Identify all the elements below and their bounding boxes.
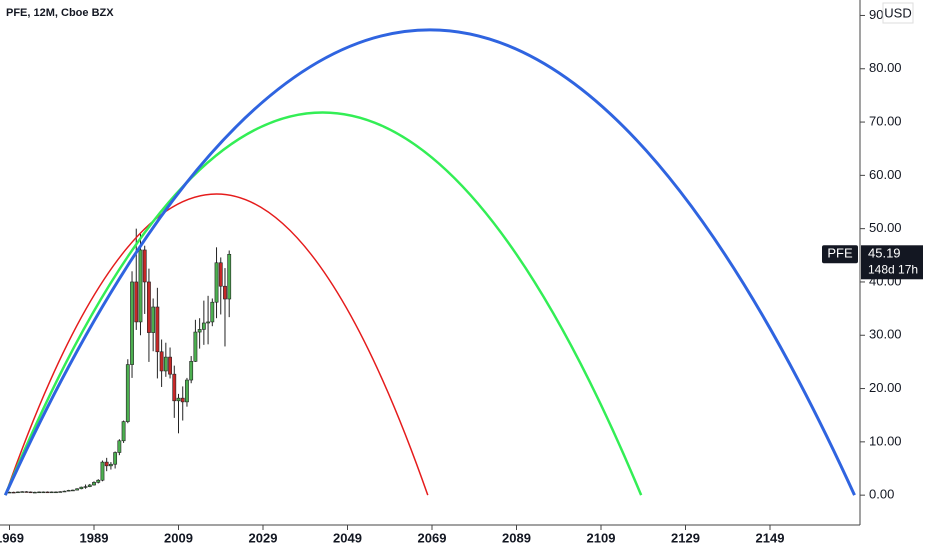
y-tick-label: 70.00 bbox=[869, 113, 902, 128]
candle-body bbox=[159, 351, 164, 372]
candle-body bbox=[7, 491, 12, 494]
candle-body bbox=[197, 329, 202, 333]
candle-body bbox=[54, 491, 58, 494]
candle-body bbox=[138, 249, 143, 323]
chart-title: PFE, 12M, Cboe BZX bbox=[6, 7, 114, 19]
candle-body bbox=[176, 397, 181, 402]
y-tick-label: 60.00 bbox=[869, 167, 902, 182]
arc-curve bbox=[4, 111, 643, 496]
candle-body bbox=[49, 491, 54, 494]
y-tick-label: 50.00 bbox=[869, 220, 902, 235]
x-tick-label: 2089 bbox=[502, 530, 531, 545]
candle-body bbox=[58, 491, 63, 493]
countdown: 148d 17h bbox=[868, 262, 918, 276]
candle-body bbox=[163, 356, 168, 372]
candle-body bbox=[79, 486, 84, 490]
candle-body bbox=[147, 281, 151, 333]
y-tick-label: 0.00 bbox=[869, 487, 894, 502]
candle-body bbox=[218, 262, 223, 287]
candle-body bbox=[189, 361, 194, 381]
y-tick-label: 20.00 bbox=[869, 380, 902, 395]
x-tick-label: 1969 bbox=[0, 530, 24, 545]
candle-body bbox=[92, 482, 96, 486]
candle-body bbox=[130, 281, 134, 365]
candle-body bbox=[113, 452, 118, 465]
candle-body bbox=[32, 491, 37, 494]
candle-body bbox=[11, 491, 16, 494]
currency-box bbox=[882, 2, 914, 24]
candle-body bbox=[16, 491, 20, 494]
candle-body bbox=[227, 253, 232, 300]
candle-body bbox=[172, 373, 177, 402]
currency-label: USD bbox=[884, 5, 911, 20]
x-tick-label: 2029 bbox=[249, 530, 278, 545]
y-tick-label: 10.00 bbox=[869, 433, 902, 448]
price-box bbox=[861, 245, 923, 280]
candle-body bbox=[109, 463, 113, 467]
candle-body bbox=[104, 461, 109, 467]
plot-area bbox=[3, 28, 856, 496]
symbol-label: PFE bbox=[827, 246, 853, 261]
x-tick-label: 2069 bbox=[418, 530, 447, 545]
candle-body bbox=[24, 491, 29, 493]
x-tick-label: 2009 bbox=[164, 530, 193, 545]
candle-body bbox=[125, 364, 130, 422]
candle-body bbox=[28, 491, 33, 494]
candle-body bbox=[185, 379, 189, 403]
candle-body bbox=[201, 322, 206, 330]
y-tick-label: 30.00 bbox=[869, 327, 902, 342]
candle-body bbox=[70, 489, 75, 492]
candle-body bbox=[155, 306, 160, 353]
x-tick-label: 2129 bbox=[671, 530, 700, 545]
candle-body bbox=[168, 356, 172, 375]
candle-body bbox=[75, 488, 80, 491]
x-tick-label: 2149 bbox=[756, 530, 785, 545]
candle-body bbox=[193, 331, 198, 362]
candle-body bbox=[83, 486, 88, 488]
y-tick-label: 80.00 bbox=[869, 60, 902, 75]
arc-curve bbox=[3, 28, 856, 496]
candle-body bbox=[37, 491, 41, 494]
last-price: 45.19 bbox=[868, 246, 901, 261]
candle-body bbox=[134, 281, 139, 323]
candle-body bbox=[214, 262, 219, 303]
arc-curve bbox=[4, 193, 429, 496]
candle-body bbox=[180, 397, 185, 403]
candle-body bbox=[121, 421, 126, 442]
symbol-box bbox=[822, 245, 858, 264]
candle-body bbox=[45, 491, 50, 494]
candle-body bbox=[223, 285, 227, 300]
candle-body bbox=[96, 479, 101, 483]
candle-body bbox=[41, 491, 46, 494]
candle-body bbox=[117, 440, 122, 453]
x-tick-label: 2109 bbox=[587, 530, 616, 545]
candle-body bbox=[66, 490, 71, 492]
candle-body bbox=[20, 491, 25, 493]
candle-body bbox=[151, 306, 156, 333]
x-tick-label: 2049 bbox=[333, 530, 362, 545]
candle-body bbox=[210, 301, 215, 323]
candle-body bbox=[87, 484, 92, 487]
candle-body bbox=[62, 490, 67, 493]
candle-body bbox=[206, 321, 210, 324]
candle-body bbox=[100, 461, 105, 481]
x-tick-label: 1989 bbox=[80, 530, 109, 545]
candle-body bbox=[142, 249, 147, 283]
